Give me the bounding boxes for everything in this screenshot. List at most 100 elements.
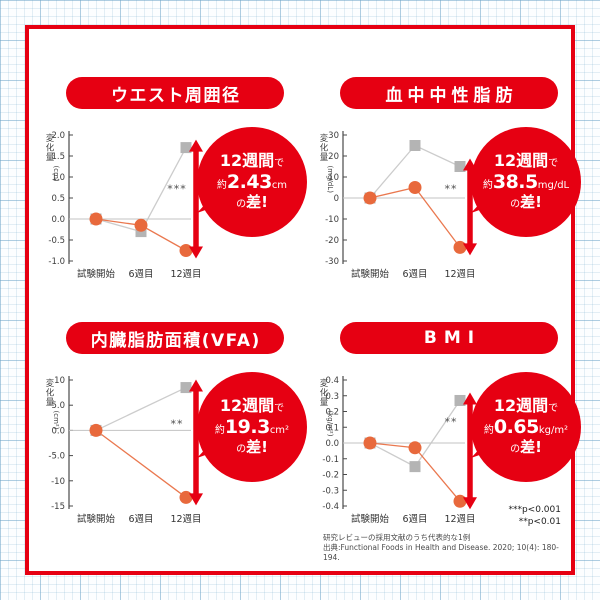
- y-tick-label: 0.5: [51, 194, 65, 204]
- data-point-orange-circle: [363, 436, 377, 450]
- badge-tail: [471, 430, 505, 458]
- badge-no: の: [236, 199, 247, 211]
- badge-diff: 差!: [520, 193, 542, 212]
- badge-value: 19.3: [224, 415, 270, 438]
- y-axis-label-char: 変: [46, 133, 55, 144]
- badge-unit: cm²: [269, 424, 290, 436]
- line-chart: 10 5.0 0.0 -5.0 -10 -15 変化量 (cm²) ** 試験開始 6週目 12週目: [46, 376, 203, 525]
- y-axis-label-char: 量: [46, 153, 55, 163]
- badge-no: の: [510, 444, 521, 456]
- panel-title: ウエスト周囲径: [111, 85, 241, 106]
- difference-badge: 12週間で 約38.5mg/dL の差!: [471, 127, 581, 237]
- y-tick-label: 10: [328, 173, 339, 183]
- x-axis-label: 12週目: [170, 513, 201, 525]
- y-axis-label-char: 化: [46, 388, 55, 399]
- badge-unit: kg/m²: [538, 424, 569, 436]
- data-point-orange-circle: [179, 244, 193, 257]
- badge-line-duration: 12週間で: [494, 151, 559, 171]
- y-tick-label: 20: [328, 152, 339, 162]
- y-tick-label: -0.4: [322, 502, 339, 512]
- line-chart: 30 20 10 0 -10 -20 -30 変化量 (mg/dL) ** 試験開始 6週目 12週目: [320, 131, 477, 280]
- x-axis-label: 12週目: [444, 268, 475, 280]
- data-point-gray-square: [180, 382, 192, 394]
- y-axis-label-char: 量: [46, 398, 55, 408]
- y-tick-label: 0.0: [51, 426, 65, 436]
- data-point-orange-circle: [89, 212, 103, 226]
- gray-square-group-line: [95, 386, 187, 431]
- badge-line-diff: の差!: [510, 193, 542, 212]
- data-point-orange-circle: [134, 218, 148, 232]
- data-point-orange-circle: [453, 240, 467, 254]
- y-tick-label: -20: [325, 236, 339, 246]
- x-axis-label: 試験開始: [77, 268, 116, 280]
- y-tick-label: -10: [51, 477, 65, 487]
- significance-stars: **: [445, 183, 458, 196]
- y-axis-unit: (cm²): [52, 411, 60, 430]
- badge-duration: 12週間: [493, 395, 549, 415]
- data-point-gray-square: [180, 142, 192, 154]
- y-axis-label-char: 量: [320, 153, 329, 163]
- data-point-orange-circle: [363, 191, 377, 205]
- panel-title-pill: ウエスト周囲径: [66, 77, 284, 109]
- difference-arrow-head-down: [463, 243, 477, 256]
- x-axis-label: 6週目: [128, 268, 153, 280]
- line-chart: 2.0 1.5 1.0 0.5 0.0 -0.5 -1.0 変化量 (cm) *** 試験開始 6週目…: [46, 131, 203, 280]
- badge-approx: 約: [483, 424, 494, 436]
- data-point-gray-square: [409, 461, 421, 473]
- y-tick-label: -0.3: [322, 486, 339, 496]
- panel-title: 血中中性脂肪: [385, 85, 518, 106]
- badge-de: で: [274, 402, 285, 414]
- badge-diff: 差!: [246, 193, 268, 212]
- badge-duration: 12週間: [219, 395, 275, 415]
- y-tick-label: -1.0: [48, 257, 65, 267]
- y-axis-label-char: 化: [320, 143, 329, 154]
- data-point-orange-circle: [179, 490, 193, 504]
- badge-line-value: 約0.65kg/m²: [484, 416, 568, 438]
- panel-title-pill: BMI: [340, 322, 558, 354]
- y-tick-label: 0.1: [325, 423, 339, 433]
- badge-unit: cm: [271, 179, 288, 191]
- badge-diff: 差!: [520, 438, 542, 457]
- badge-unit: mg/dL: [537, 179, 570, 191]
- y-axis-label-char: 変: [320, 133, 329, 144]
- footnotes: ***p<0.001 **p<0.01 研究レビューの採用文献のうち代表的な1例…: [323, 505, 561, 563]
- y-tick-label: 0: [334, 194, 339, 204]
- chart-panel: 血中中性脂肪 30 20 10 0 -10 -20 -30 変化量 (mg/dL) ** 試験開始 6…: [315, 77, 583, 319]
- panel-title: BMI: [423, 328, 482, 348]
- orange-circle-group-line: [95, 429, 187, 498]
- badge-de: で: [548, 157, 559, 169]
- badge-line-diff: の差!: [236, 438, 268, 457]
- difference-arrow-head-up: [189, 139, 203, 152]
- y-tick-label: 30: [328, 131, 339, 141]
- badge-tail: [197, 185, 231, 213]
- data-point-orange-circle: [453, 494, 467, 508]
- y-tick-label: 5.0: [51, 401, 65, 411]
- y-axis-label-char: 量: [320, 398, 329, 408]
- y-tick-label: 2.0: [51, 131, 65, 141]
- y-tick-label: -15: [51, 502, 65, 512]
- badge-value: 0.65: [493, 415, 539, 438]
- badge-de: で: [548, 402, 559, 414]
- difference-arrow-head-up: [463, 392, 477, 405]
- badge-line-diff: の差!: [510, 438, 542, 457]
- significance-stars: ***: [167, 183, 187, 196]
- data-point-gray-square: [409, 140, 421, 151]
- orange-circle-group-line: [369, 186, 461, 248]
- results-card: ウエスト周囲径 2.0 1.5 1.0 0.5 0.0 -0.5 -1.0 変化量 (cm) **…: [25, 25, 581, 575]
- panel-title-pill: 血中中性脂肪: [340, 77, 558, 109]
- badge-no: の: [510, 199, 521, 211]
- y-tick-label: 0.4: [325, 376, 339, 386]
- badge-line-value: 約19.3cm²: [215, 416, 289, 438]
- data-point-orange-circle: [89, 423, 103, 437]
- y-tick-label: 10: [54, 376, 65, 386]
- x-axis-label: 12週目: [444, 513, 475, 525]
- badge-approx: 約: [216, 179, 227, 191]
- y-tick-label: -0.2: [322, 471, 339, 481]
- gray-square-group-line: [369, 400, 461, 468]
- difference-arrow-head-down: [189, 493, 203, 506]
- badge-approx: 約: [482, 179, 493, 191]
- y-tick-label: -5.0: [48, 452, 65, 462]
- difference-arrow-head-down: [463, 497, 477, 510]
- difference-badge: 12週間で 約2.43cm の差!: [197, 127, 307, 237]
